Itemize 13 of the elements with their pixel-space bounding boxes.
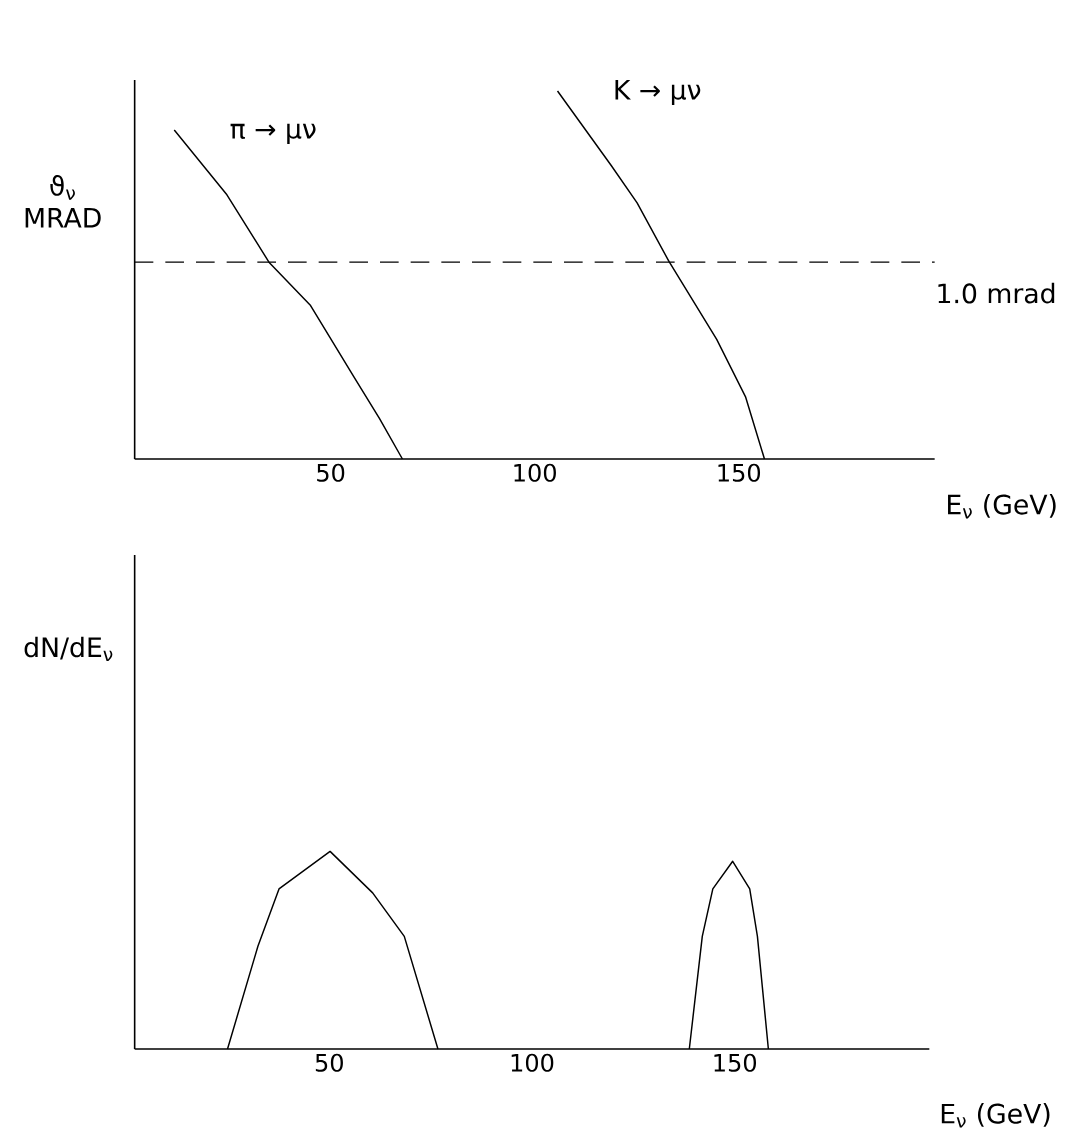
y-axis-title: dN/dE$_{ν}$ [24,636,113,662]
y-axis-title: ϑ$_{ν}$ MRAD [25,175,101,228]
x-tick-label: 50 [317,463,345,482]
x-tick-label: 50 [315,1053,343,1072]
ref-line-label: 1.0 mrad [938,282,1055,304]
series-label: K → μν [615,80,701,105]
x-tick-label: 150 [718,463,761,482]
x-axis-title: E$_{ν}$ (GeV) [941,1103,1050,1128]
x-axis-title: E$_{ν}$ (GeV) [948,494,1056,519]
x-tick-label: 100 [514,463,556,482]
series-label: π → μν [230,123,316,144]
x-tick-label: 150 [714,1053,757,1072]
x-tick-label: 100 [511,1053,554,1072]
